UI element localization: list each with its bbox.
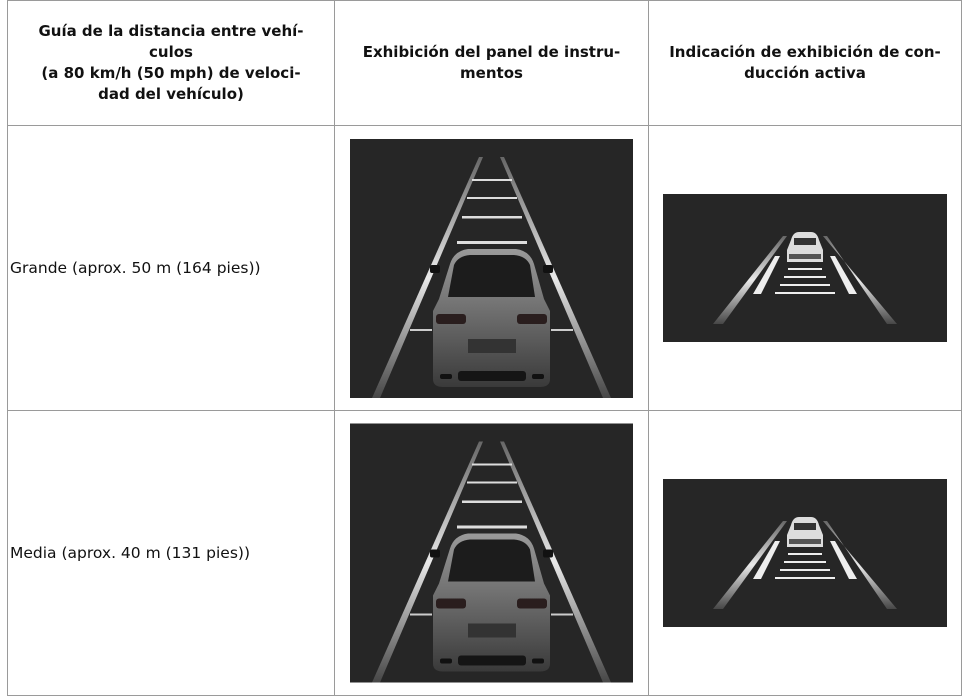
instrument-panel-image: [350, 139, 633, 398]
header-cell: Exhibición del panel de instru- mentos: [334, 0, 649, 126]
header-cell: Guía de la distancia entre vehí- culos (…: [7, 0, 335, 126]
header-line: dad del vehículo): [98, 85, 244, 103]
header-line: Indicación de exhibición de con-: [669, 43, 941, 61]
row: Grande (aprox. 50 m (164 pies)): [7, 125, 962, 411]
active-display-image: [663, 479, 947, 627]
header-line: Guía de la distancia entre vehí-: [38, 22, 304, 40]
header-line: Exhibición del panel de instru-: [362, 43, 621, 61]
active-display-image: [663, 194, 947, 342]
header-row: Guía de la distancia entre vehí- culos (…: [7, 0, 962, 126]
header-line: culos: [149, 43, 193, 61]
active-display-cell: [648, 410, 962, 696]
row: Media (aprox. 40 m (131 pies)): [7, 410, 962, 696]
instrument-panel-image: [350, 421, 633, 685]
page: {"table": { "header": [ ["Guía de la dis…: [7, 0, 962, 696]
distance-label: Media (aprox. 40 m (131 pies)): [7, 410, 335, 696]
distance-label: Grande (aprox. 50 m (164 pies)): [7, 125, 335, 411]
panel-cell: [334, 410, 649, 696]
panel-cell: [334, 125, 649, 411]
distance-table: Guía de la distancia entre vehí- culos (…: [7, 0, 962, 696]
header-cell: Indicación de exhibición de con- ducción…: [648, 0, 962, 126]
header-line: ducción activa: [744, 64, 866, 82]
header-line: (a 80 km/h (50 mph) de veloci-: [41, 64, 301, 82]
header-line: mentos: [460, 64, 523, 82]
active-display-cell: [648, 125, 962, 411]
